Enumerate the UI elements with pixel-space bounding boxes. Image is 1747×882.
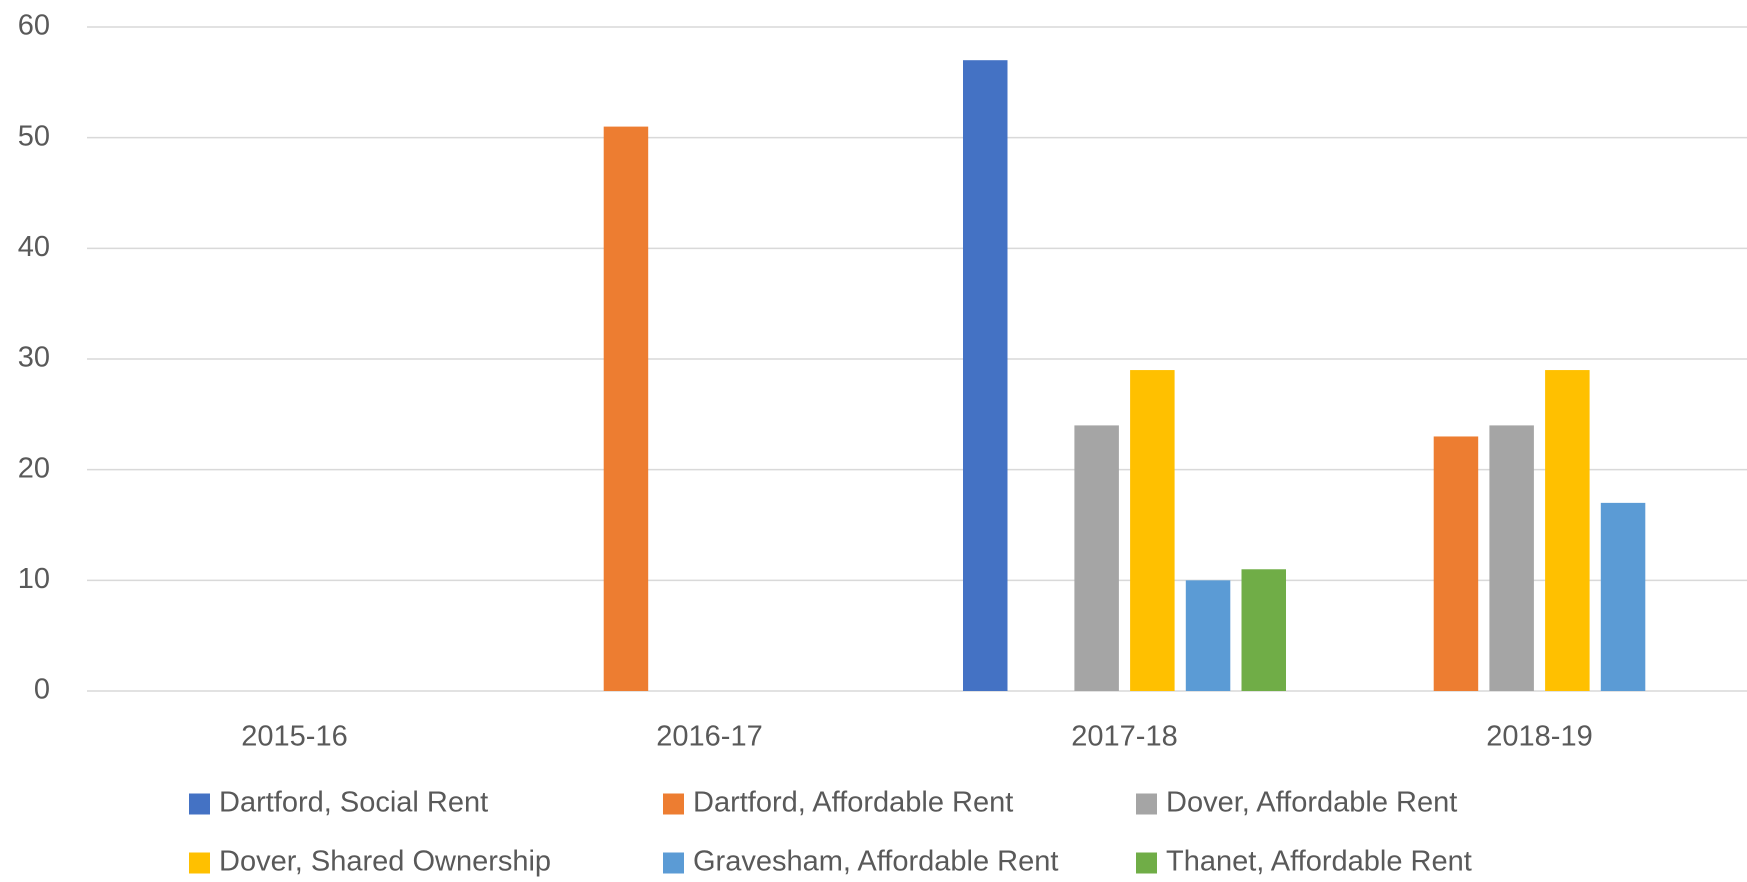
legend-marker: [663, 793, 684, 815]
legend-label: Thanet, Affordable Rent: [1166, 846, 1472, 878]
bar: [1433, 436, 1479, 691]
x-tick-label: 2016-17: [656, 721, 762, 753]
bar: [1241, 569, 1286, 691]
y-tick-label: 50: [18, 120, 50, 152]
bar: [603, 126, 649, 692]
legend-marker: [189, 852, 210, 874]
y-tick-label: 30: [18, 342, 50, 374]
legend-label: Dartford, Social Rent: [219, 787, 488, 819]
legend-marker: [1136, 852, 1157, 874]
bar: [1545, 370, 1590, 691]
bar: [963, 60, 1008, 691]
y-tick-label: 20: [18, 452, 50, 484]
bar: [1130, 370, 1175, 691]
y-tick-label: 40: [18, 231, 50, 263]
x-tick-label: 2017-18: [1071, 721, 1177, 753]
legend-marker: [1136, 793, 1157, 815]
legend-label: Dartford, Affordable Rent: [693, 787, 1013, 819]
bar: [1600, 502, 1646, 691]
legend-label: Dover, Affordable Rent: [1166, 787, 1457, 819]
y-tick-label: 0: [34, 674, 50, 706]
legend-marker: [189, 793, 210, 815]
bar: [1185, 580, 1231, 691]
bar: [1074, 425, 1119, 691]
legend-label: Gravesham, Affordable Rent: [693, 846, 1058, 878]
x-tick-label: 2018-19: [1486, 721, 1592, 753]
bar: [1489, 425, 1534, 691]
y-tick-label: 60: [18, 10, 50, 42]
legend-label: Dover, Shared Ownership: [219, 846, 551, 878]
y-tick-label: 10: [18, 563, 50, 595]
x-tick-label: 2015-16: [241, 721, 347, 753]
legend-marker: [663, 852, 684, 874]
